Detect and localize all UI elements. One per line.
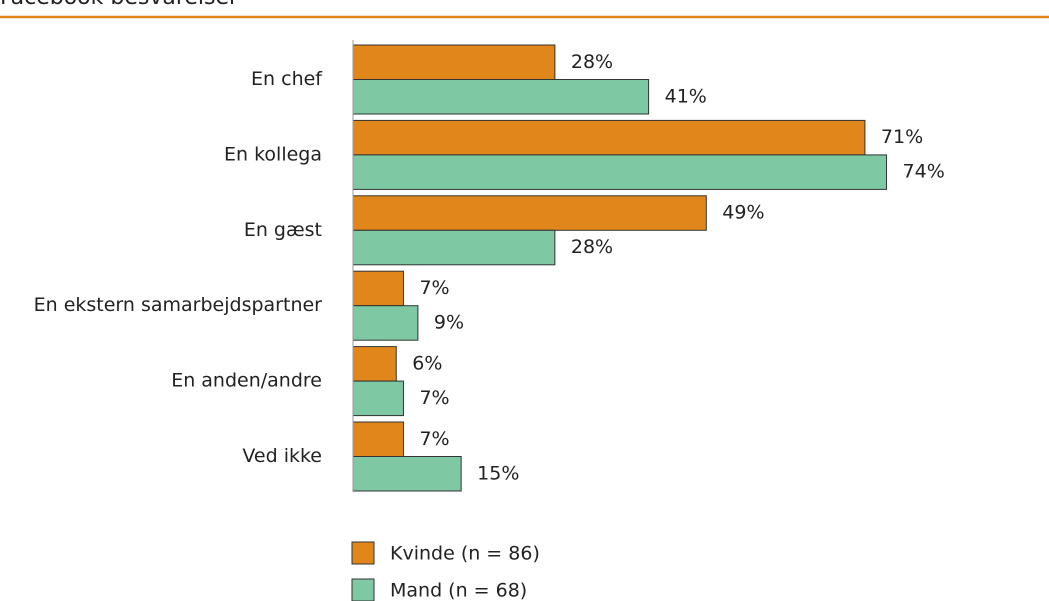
legend-label: Mand (n = 68) [390, 580, 527, 601]
value-label: 28% [571, 51, 613, 73]
value-label: 7% [419, 387, 449, 409]
bar [352, 229, 556, 266]
bar [352, 456, 462, 492]
chart-title: Facebook besvarelser [0, 0, 239, 10]
bar [352, 44, 556, 80]
bar [352, 79, 650, 115]
category-label: Ved ikke [242, 445, 322, 467]
bar [352, 270, 404, 307]
bar [352, 346, 397, 382]
legend-label: Kvinde (n = 86) [390, 543, 540, 565]
bar [352, 380, 404, 417]
value-label: 9% [434, 311, 464, 333]
category-label: En gæst [244, 219, 322, 241]
bar [352, 154, 888, 190]
category-label: En chef [251, 68, 323, 90]
value-label: 41% [665, 85, 707, 107]
value-label: 7% [419, 428, 449, 450]
category-label: En kollega [224, 143, 322, 165]
value-label: 28% [571, 236, 613, 258]
value-label: 74% [903, 161, 945, 183]
bar [352, 195, 707, 231]
bar [352, 119, 866, 156]
bar [352, 421, 404, 457]
value-label: 15% [477, 462, 519, 484]
value-label: 71% [881, 126, 923, 148]
bar [352, 305, 419, 341]
category-label: En anden/andre [171, 370, 322, 392]
value-label: 7% [419, 277, 449, 299]
legend-swatch [351, 578, 375, 601]
category-label: En ekstern samarbejdspartner [34, 294, 323, 316]
legend-swatch [351, 541, 375, 565]
value-label: 49% [722, 202, 764, 224]
value-label: 6% [412, 352, 442, 374]
